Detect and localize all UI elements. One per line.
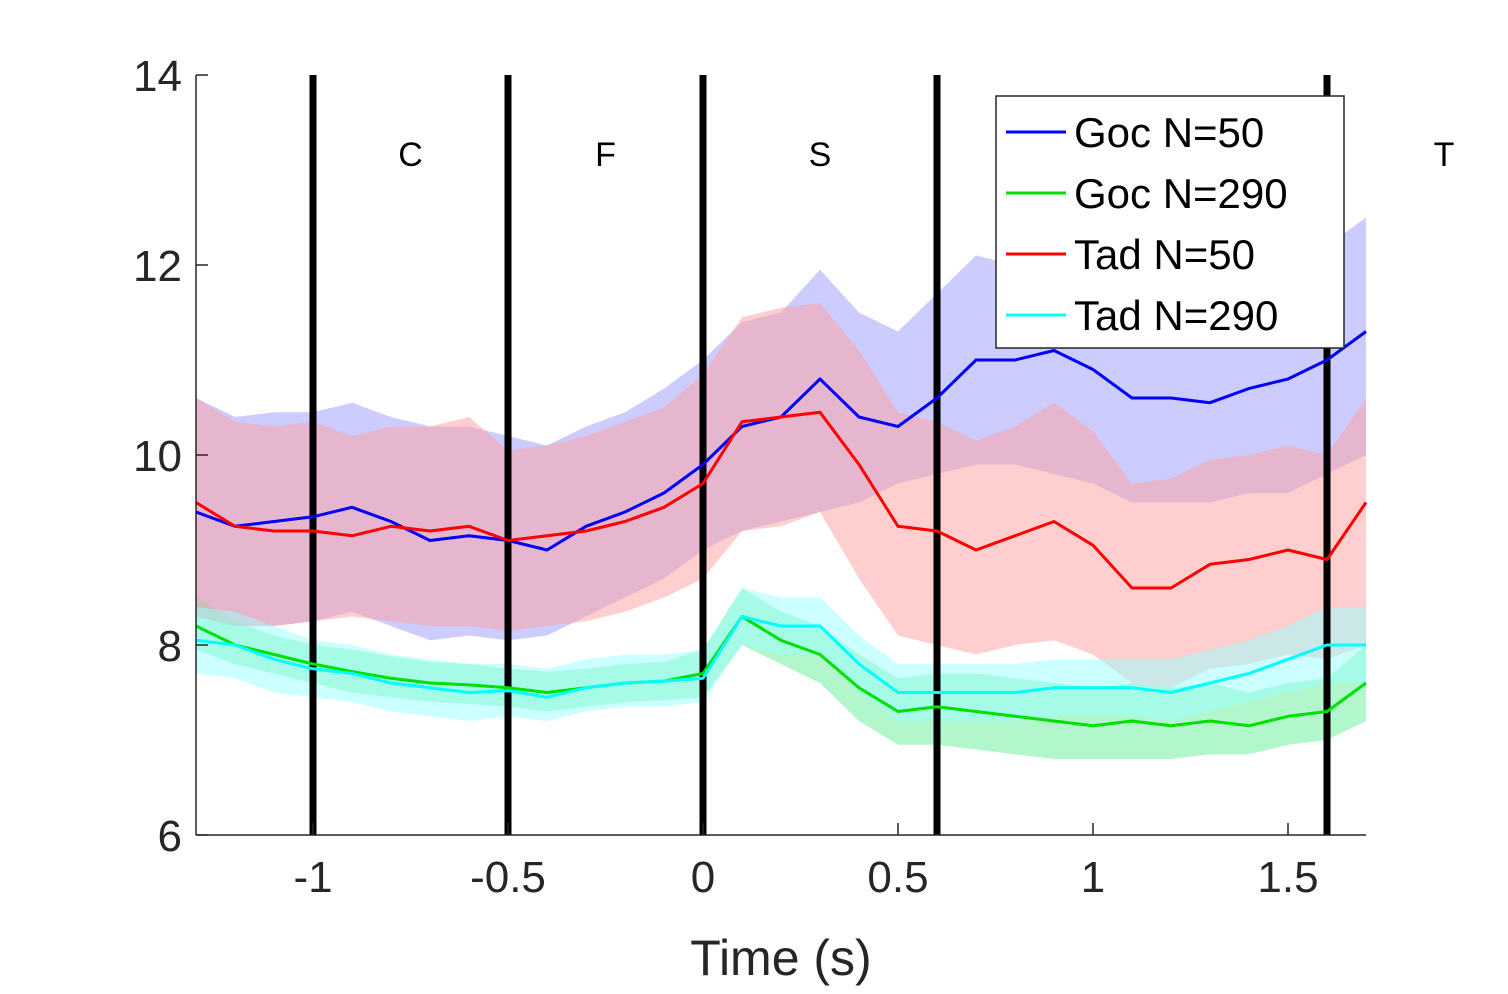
legend: Goc N=50 Goc N=290 Tad N=50 Tad N=290 (995, 95, 1345, 349)
y-tick-label: 8 (158, 622, 182, 671)
y-tick-label: 6 (158, 812, 182, 861)
series-line-4 (195, 615, 1366, 699)
band-3 (196, 303, 1366, 688)
x-tick-label: 1 (1081, 853, 1105, 902)
series-line-3 (195, 410, 1368, 590)
phase-label: F (595, 136, 616, 174)
legend-box (995, 95, 1345, 349)
axes: -1 -0.5 0 0.5 1 1.5 6 8 10 12 14 (133, 52, 1366, 902)
x-tick-label: -1 (293, 853, 332, 902)
phase-label: C (398, 136, 423, 174)
series-line-2 (195, 615, 1367, 728)
legend-label: Goc N=50 (1074, 109, 1264, 156)
legend-label: Tad N=50 (1074, 231, 1255, 278)
x-tick-label: 0 (691, 853, 715, 902)
phase-label: S (809, 136, 832, 174)
x-tick-label: 1.5 (1257, 853, 1318, 902)
x-tick-label: 0.5 (867, 853, 928, 902)
y-tick-label: 12 (133, 242, 182, 291)
x-tick-label: -0.5 (470, 853, 546, 902)
y-tick-label: 10 (133, 432, 182, 481)
legend-label: Tad N=290 (1074, 292, 1278, 339)
legend-label: Goc N=290 (1074, 170, 1288, 217)
phase-label: T (1434, 136, 1455, 174)
y-tick-label: 14 (133, 52, 182, 101)
series-lines (195, 330, 1368, 728)
x-axis-title: Time (s) (690, 930, 871, 986)
event-lines (309, 75, 1331, 835)
